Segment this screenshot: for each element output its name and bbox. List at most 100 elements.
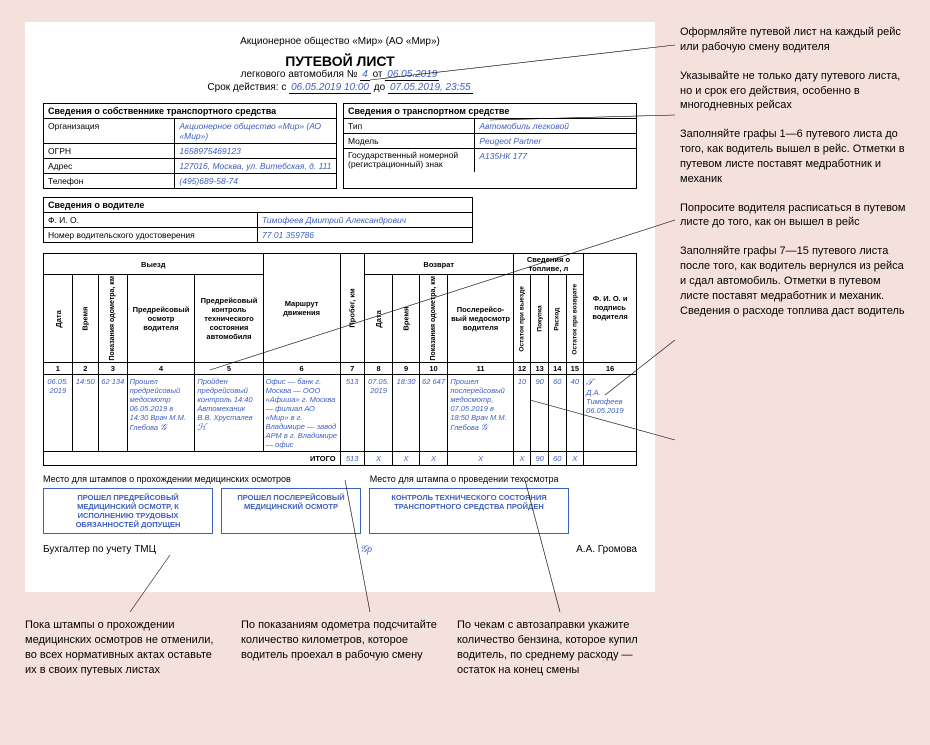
c16-text: Д.А. Тимофеев 06.05.2019 [586, 388, 624, 415]
driver-box: Сведения о водителе Ф. И. О.Тимофеев Дми… [43, 197, 473, 243]
owner-hdr: Сведения о собственнике транспортного ср… [44, 104, 336, 119]
it8: 60 [548, 451, 566, 465]
footer-sig: 𝒢ρ [360, 544, 372, 555]
title: ПУТЕВОЙ ЛИСТ [43, 53, 637, 69]
n15: 15 [566, 362, 584, 374]
driver-hdr: Сведения о водителе [44, 198, 472, 213]
n11: 11 [448, 362, 513, 374]
th-route: Маршрут движения [263, 254, 340, 363]
c11: Прошел послерейсовый медосмотр, 07.05.20… [448, 374, 513, 451]
footer-name: А.А. Громова [576, 544, 637, 555]
owner-k-0: Организация [44, 119, 175, 143]
it7: 90 [531, 451, 549, 465]
owner-k-3: Телефон [44, 174, 175, 188]
owner-v-2: 127016, Москва, ул. Витебская, д. 111 [175, 159, 336, 173]
n14: 14 [548, 362, 566, 374]
stamps-section: Место для штампов о прохождении медицинс… [43, 474, 637, 534]
c2: 14:50 [72, 374, 98, 451]
bottom-annotations: Пока штампы о прохождении медицинских ос… [25, 618, 655, 677]
vehicle-v-0: Автомобиль легковой [475, 119, 636, 133]
n3: 3 [98, 362, 127, 374]
th-fuel-buy: Покупка [531, 275, 549, 363]
vehicle-v-2: А135НК 177 [475, 149, 636, 172]
driver-v-1: 77 01 359786 [258, 228, 472, 242]
waybill-sheet: Акционерное общество «Мир» (АО «Мир») ПУ… [25, 22, 655, 592]
c9: 18:30 [393, 374, 419, 451]
vehicle-hdr: Сведения о транспортном средстве [344, 104, 636, 119]
sig-glebova2: 𝒢 [481, 422, 487, 432]
it5: X [448, 451, 513, 465]
subtitle-mid: от [373, 69, 383, 80]
th-tech: Предрейсовый контроль технического состо… [195, 275, 263, 363]
n1: 1 [44, 362, 73, 374]
stamp-posttrip: ПРОШЕЛ ПОСЛЕРЕЙСОВЫЙ МЕДИЦИНСКИЙ ОСМОТР [221, 488, 361, 534]
bnote-1: Пока штампы о прохождении медицинских ос… [25, 618, 223, 677]
driver-v-0: Тимофеев Дмитрий Александрович [258, 213, 472, 227]
n12: 12 [513, 362, 531, 374]
vehicle-v-1: Peugeot Partner [475, 134, 636, 148]
c8: 07.05. 2019 [364, 374, 393, 451]
c5: Пройден предрейсовый контроль 14:40 Авто… [195, 374, 263, 451]
owner-v-3: (495)689-58-74 [175, 174, 336, 188]
note-4: Попросите водителя расписаться в путевом… [680, 201, 910, 231]
num-row: 1 2 3 4 5 6 7 8 9 10 11 12 13 14 15 16 [44, 362, 637, 374]
th-pretrip: Предрейсовый осмотр водителя [127, 275, 195, 363]
c7: 513 [340, 374, 364, 451]
c16: 𝒯Д.А. Тимофеев 06.05.2019 [584, 374, 637, 451]
side-annotations: Оформляйте путевой лист на каждый рейс и… [680, 25, 910, 333]
itogo-row: ИТОГО 513 X X X X X 90 60 X [44, 451, 637, 465]
owner-vehicle-tables: Сведения о собственнике транспортного ср… [43, 103, 637, 189]
note-1: Оформляйте путевой лист на каждый рейс и… [680, 25, 910, 55]
it1: 513 [340, 451, 364, 465]
vehicle-k-1: Модель [344, 134, 475, 148]
vehicle-k-2: Государственный номерной (регистрационны… [344, 149, 475, 172]
driver-k-0: Ф. И. О. [44, 213, 258, 227]
n10: 10 [419, 362, 448, 374]
vehicle-box: Сведения о транспортном средстве ТипАвто… [343, 103, 637, 189]
subtitle: легкового автомобиля № 4 от 06.05.2019 [43, 69, 637, 80]
owner-v-1: 1658975469123 [175, 144, 336, 158]
waybill-date: 06.05.2019 [385, 69, 439, 81]
sig-glebova1: 𝒢 [160, 422, 166, 432]
valid-to: 07.05.2019, 23:55 [388, 82, 473, 94]
owner-box: Сведения о собственнике транспортного ср… [43, 103, 337, 189]
footer-role: Бухгалтер по учету ТМЦ [43, 544, 156, 555]
th-mileage: Пробег, км [340, 254, 364, 363]
th-fuel-out: Остаток при выезде [513, 275, 531, 363]
it3: X [393, 451, 419, 465]
main-table: Выезд Маршрут движения Пробег, км Возвра… [43, 253, 637, 466]
waybill-number: 4 [360, 69, 370, 81]
stamp-label-2: Место для штампа о проведении техосмотра [370, 474, 559, 484]
th-odo2: Показания одометра, км [419, 275, 448, 363]
it9: X [566, 451, 584, 465]
it6: X [513, 451, 531, 465]
it2: X [364, 451, 393, 465]
owner-k-2: Адрес [44, 159, 175, 173]
th-return: Возврат [364, 254, 513, 275]
th-fuel-use: Расход [548, 275, 566, 363]
owner-v-0: Акционерное общество «Мир» (АО «Мир») [175, 119, 336, 143]
it4: X [419, 451, 448, 465]
n16: 16 [584, 362, 637, 374]
c1: 06.05. 2019 [44, 374, 73, 451]
sig-timofeev: 𝒯 [586, 377, 593, 387]
c12: 10 [513, 374, 531, 451]
c4-text: Прошел предрейсовый медосмотр 06.05.2019… [130, 377, 186, 432]
driver-k-1: Номер водительского удостоверения [44, 228, 258, 242]
stamp-pretrip: ПРОШЕЛ ПРЕДРЕЙСОВЫЙ МЕДИЦИНСКИЙ ОСМОТР, … [43, 488, 213, 534]
th-odo1: Показания одометра, км [98, 275, 127, 363]
valid-mid: до [374, 82, 385, 93]
th-time1: Время [72, 275, 98, 363]
th-fuel-back: Остаток при возврате [566, 275, 584, 363]
it10 [584, 451, 637, 465]
th-depart: Выезд [44, 254, 264, 275]
validity: Срок действия: с 06.05.2019 10:00 до 07.… [43, 82, 637, 93]
valid-prefix: Срок действия: с [207, 82, 286, 93]
c6: Офис — банк г. Москва — ООО «Афиша» г. М… [263, 374, 340, 451]
th-fuel: Сведения о топливе, л [513, 254, 583, 275]
note-2: Указывайте не только дату путевого листа… [680, 69, 910, 114]
sig-hrustalev: ℋ [197, 422, 206, 432]
itogo-label: ИТОГО [44, 451, 341, 465]
th-date1: Дата [44, 275, 73, 363]
vehicle-k-0: Тип [344, 119, 475, 133]
